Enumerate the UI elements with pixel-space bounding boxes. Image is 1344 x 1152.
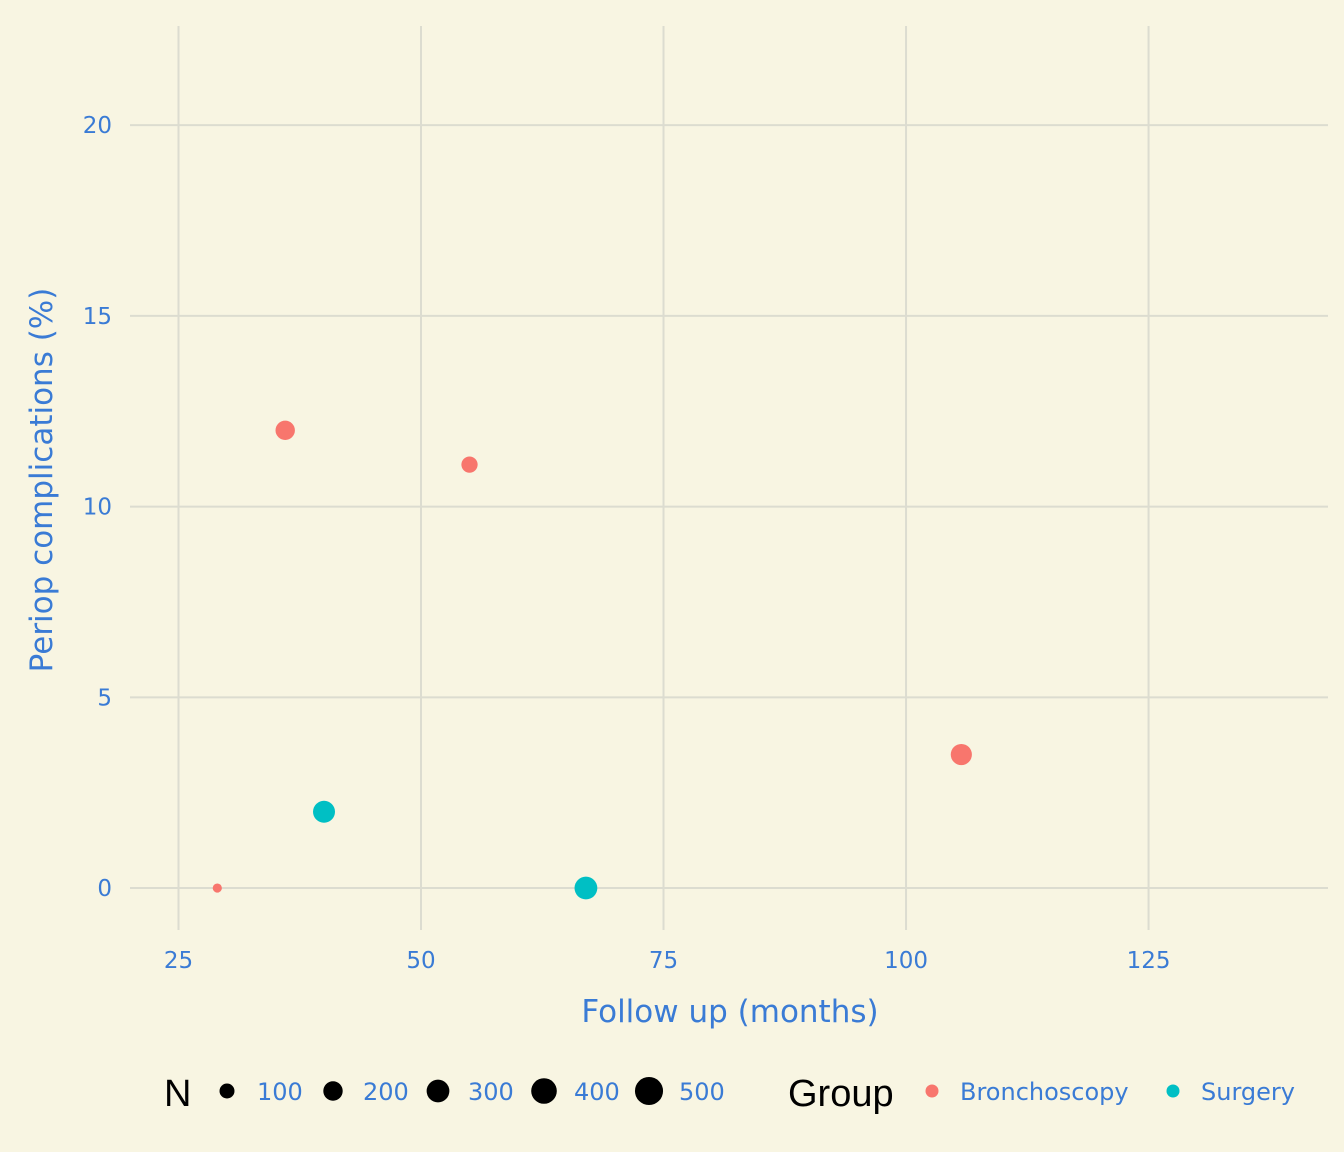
y-axis-title: Periop complications (%)	[24, 288, 60, 673]
size-legend-label-400: 400	[574, 1078, 620, 1106]
size-legend-label-500: 500	[679, 1078, 725, 1106]
y-tick-label-20: 20	[83, 113, 112, 139]
size-legend-entries: 100 200 300 400 500	[219, 1076, 725, 1106]
legend-size-title: N	[164, 1073, 191, 1115]
size-legend-label-300: 300	[468, 1078, 514, 1106]
x-tick-label-25: 25	[164, 948, 193, 974]
x-tick-label-125: 125	[1127, 948, 1171, 974]
point-bronchoscopy-1	[212, 883, 222, 893]
color-legend-label-bronchoscopy: Bronchoscopy	[960, 1078, 1129, 1106]
legend-color-title: Group	[788, 1073, 894, 1115]
tick-labels: 25 50 75 100 125 0 5 10 15 20	[83, 113, 1171, 974]
y-tick-label-0: 0	[97, 876, 112, 902]
y-tick-label-5: 5	[97, 685, 112, 711]
size-legend-key-400	[531, 1078, 557, 1104]
legend: N 100 200 300 400 500 Group Bronchoscopy Surg…	[164, 1073, 1295, 1115]
size-legend-label-100: 100	[257, 1078, 303, 1106]
size-legend-label-200: 200	[363, 1078, 409, 1106]
size-legend-key-500	[634, 1076, 664, 1106]
point-bronchoscopy-3	[461, 456, 478, 473]
point-bronchoscopy-2	[275, 420, 295, 441]
grid	[130, 26, 1328, 930]
point-bronchoscopy-4	[950, 743, 972, 766]
point-surgery-2	[574, 876, 598, 900]
color-legend-key-bronchoscopy	[925, 1084, 939, 1098]
x-tick-label-50: 50	[406, 948, 435, 974]
size-legend-key-300	[426, 1079, 450, 1103]
color-legend-label-surgery: Surgery	[1201, 1078, 1295, 1106]
y-tick-label-15: 15	[83, 304, 112, 330]
data-points	[212, 420, 972, 900]
x-tick-label-100: 100	[884, 948, 928, 974]
x-tick-label-75: 75	[649, 948, 678, 974]
y-tick-label-10: 10	[83, 495, 112, 521]
x-axis-title: Follow up (months)	[581, 994, 878, 1030]
point-surgery-1	[313, 800, 335, 823]
size-legend-key-100	[219, 1083, 235, 1099]
size-legend-key-200	[323, 1081, 343, 1101]
color-legend-entries: Bronchoscopy Surgery	[925, 1078, 1295, 1106]
color-legend-key-surgery	[1166, 1084, 1180, 1098]
